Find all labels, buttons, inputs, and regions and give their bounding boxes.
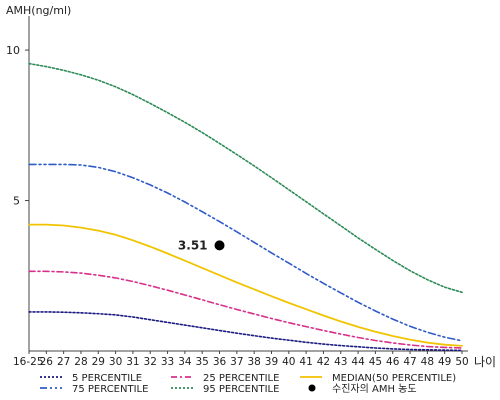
x-tick-label: 36	[213, 356, 227, 368]
x-tick-label: 50	[455, 356, 468, 368]
legend-label-patient: 수진자의 AMH 농도	[332, 383, 417, 395]
y-axis-title: AMH(ng/ml)	[6, 4, 71, 17]
x-tick-label: 33	[161, 356, 174, 368]
patient-amh-value-label: 3.51	[178, 238, 208, 252]
legend-label-0: 5 PERCENTILE	[72, 373, 142, 384]
x-tick-label: 37	[230, 356, 243, 368]
x-tick-label: 49	[438, 356, 451, 368]
x-tick-label: 39	[265, 356, 278, 368]
series-line-1	[28, 270, 463, 349]
x-tick-label: 44	[351, 356, 365, 368]
x-tick-label: 27	[57, 356, 70, 368]
legend-label-1: 25 PERCENTILE	[203, 373, 279, 384]
x-tick-label: 41	[299, 356, 312, 368]
x-tick-label: 46	[386, 356, 400, 368]
x-axis-title: 나이	[474, 355, 496, 369]
series-line-4	[28, 62, 463, 294]
x-tick-label: 38	[247, 356, 260, 368]
x-tick-label: 40	[282, 356, 295, 368]
x-tick-label: 48	[421, 356, 434, 368]
legend-label-3: 75 PERCENTILE	[72, 384, 148, 395]
x-tick-label: 45	[369, 356, 382, 368]
legend-label-4: 95 PERCENTILE	[203, 384, 279, 395]
series-layer	[28, 62, 463, 352]
x-tick-label: 43	[334, 356, 347, 368]
x-tick-label: 31	[126, 356, 139, 368]
x-tick-label: 28	[74, 356, 87, 368]
legend-label-2: MEDIAN(50 PERCENTILE)	[332, 373, 456, 384]
x-tick-label: 42	[317, 356, 330, 368]
series-line-2	[28, 223, 463, 347]
x-tick-label: 30	[109, 356, 122, 368]
series-line-0	[28, 311, 463, 352]
x-tick-label: 26	[40, 356, 54, 368]
x-tick-label: 29	[92, 356, 105, 368]
y-tick-label: 10	[6, 44, 20, 57]
legend-marker-patient	[308, 384, 316, 392]
legend: 5 PERCENTILE 25 PERCENTILE MEDIAN(50 PERCE…	[40, 373, 456, 395]
series-line-3	[28, 163, 463, 342]
patient-amh-point	[214, 240, 225, 251]
x-tick-label: 35	[196, 356, 209, 368]
x-tick-label: 47	[403, 356, 416, 368]
points-layer: 3.51	[178, 238, 225, 252]
y-tick-label: 5	[13, 195, 20, 208]
x-tick-label: 32	[144, 356, 157, 368]
x-tick-label: 16-25	[13, 356, 44, 368]
x-tick-label: 34	[178, 356, 192, 368]
